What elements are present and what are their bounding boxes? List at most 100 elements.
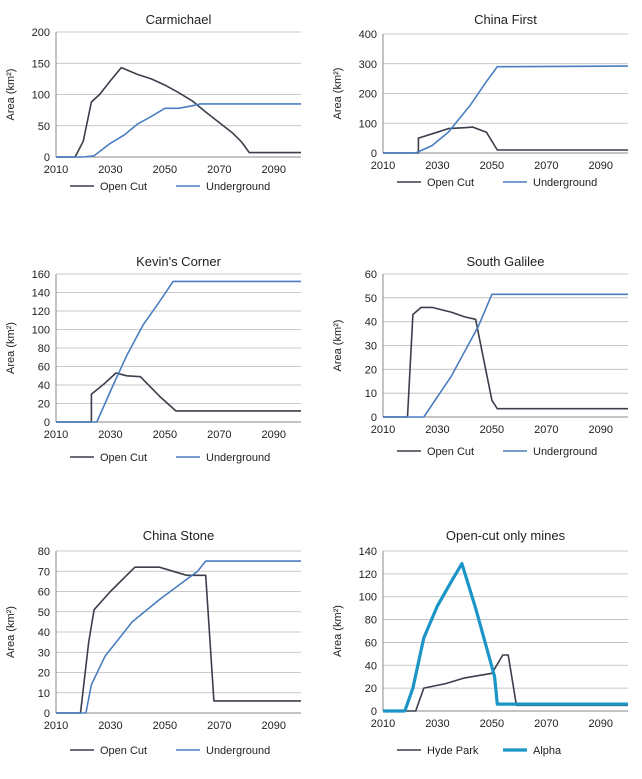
- y-tick-label: 150: [32, 58, 50, 70]
- legend-label-alpha: Alpha: [533, 745, 562, 757]
- x-tick-label: 2050: [480, 160, 504, 172]
- legend-label-underground: Underground: [206, 745, 270, 757]
- y-tick-label: 200: [359, 89, 377, 101]
- y-axis-label: Area (km²): [5, 322, 17, 374]
- x-tick-label: 2030: [98, 164, 122, 176]
- chart-title: China Stone: [143, 528, 215, 543]
- x-tick-label: 2090: [589, 160, 613, 172]
- y-tick-label: 20: [38, 668, 50, 680]
- y-tick-label: 30: [38, 647, 50, 659]
- x-tick-label: 2010: [371, 424, 395, 436]
- x-tick-label: 2070: [534, 718, 558, 730]
- y-tick-label: 10: [38, 688, 50, 700]
- legend-label-underground: Underground: [206, 181, 270, 193]
- legend-label-underground: Underground: [533, 446, 597, 458]
- x-tick-label: 2090: [589, 718, 613, 730]
- y-tick-label: 20: [365, 683, 377, 695]
- chart-china-first: China First 0 100 200 300 400 2010 2030 2050 2070…: [332, 12, 629, 189]
- chart-title: China First: [474, 12, 537, 27]
- legend-label-open-cut: Open Cut: [100, 745, 147, 757]
- y-tick-label: 80: [38, 343, 50, 355]
- y-tick-label: 0: [44, 417, 50, 429]
- y-tick-label: 20: [365, 364, 377, 376]
- y-tick-label: 120: [32, 306, 50, 318]
- x-tick-label: 2090: [262, 164, 286, 176]
- series-line-open-cut: [56, 566, 301, 714]
- y-tick-label: 0: [44, 708, 50, 720]
- y-tick-label: 30: [365, 341, 377, 353]
- y-tick-label: 0: [371, 706, 377, 718]
- chart-kevin-s-corner: Kevin's Corner 0 20 40 60 80 100 120 140 160 2010 2…: [5, 254, 301, 464]
- x-tick-label: 2010: [44, 164, 68, 176]
- y-tick-label: 100: [32, 325, 50, 337]
- series-line-underground: [56, 560, 301, 714]
- x-tick-label: 2070: [534, 160, 558, 172]
- x-tick-label: 2050: [153, 429, 177, 441]
- y-tick-label: 60: [365, 269, 377, 281]
- y-tick-label: 300: [359, 59, 377, 71]
- x-tick-label: 2010: [44, 429, 68, 441]
- series-line-underground: [56, 103, 301, 158]
- y-tick-label: 40: [365, 317, 377, 329]
- legend-label-open-cut: Open Cut: [427, 446, 474, 458]
- series-line-underground: [56, 280, 301, 423]
- y-tick-label: 60: [365, 637, 377, 649]
- x-tick-label: 2070: [207, 429, 231, 441]
- legend-label-open-cut: Open Cut: [100, 452, 147, 464]
- legend-label-open-cut: Open Cut: [427, 177, 474, 189]
- x-tick-label: 2050: [153, 164, 177, 176]
- x-tick-label: 2030: [425, 718, 449, 730]
- chart-carmichael: Carmichael 0 50 100 150 200 2010 2030 2050 2070 20…: [5, 12, 301, 193]
- y-tick-label: 50: [38, 121, 50, 133]
- x-tick-label: 2090: [262, 429, 286, 441]
- y-tick-label: 200: [32, 27, 50, 39]
- x-tick-label: 2010: [371, 718, 395, 730]
- series-line-hyde-park: [383, 654, 628, 712]
- y-tick-label: 400: [359, 29, 377, 41]
- y-tick-label: 0: [44, 152, 50, 164]
- x-tick-label: 2030: [98, 429, 122, 441]
- y-tick-label: 70: [38, 566, 50, 578]
- legend-label-open-cut: Open Cut: [100, 181, 147, 193]
- y-tick-label: 100: [359, 118, 377, 130]
- y-tick-label: 60: [38, 362, 50, 374]
- y-tick-label: 160: [32, 269, 50, 281]
- x-tick-label: 2030: [425, 160, 449, 172]
- x-tick-label: 2070: [207, 720, 231, 732]
- series-line-underground: [383, 293, 628, 418]
- x-tick-label: 2010: [44, 720, 68, 732]
- series-line-open-cut: [56, 372, 301, 423]
- y-tick-label: 20: [38, 399, 50, 411]
- x-tick-label: 2050: [153, 720, 177, 732]
- y-tick-label: 140: [32, 288, 50, 300]
- x-tick-label: 2030: [98, 720, 122, 732]
- x-tick-label: 2030: [425, 424, 449, 436]
- x-tick-label: 2070: [207, 164, 231, 176]
- chart-title: Kevin's Corner: [136, 254, 222, 269]
- legend-label-underground: Underground: [206, 452, 270, 464]
- series-line-open-cut: [56, 66, 301, 158]
- y-tick-label: 40: [38, 627, 50, 639]
- y-tick-label: 120: [359, 569, 377, 581]
- series-line-open-cut: [383, 306, 628, 418]
- y-axis-label: Area (km²): [332, 605, 344, 657]
- series-line-alpha: [383, 562, 628, 713]
- y-tick-label: 100: [359, 592, 377, 604]
- y-axis-label: Area (km²): [332, 320, 344, 372]
- series-line-underground: [383, 65, 629, 154]
- y-tick-label: 80: [38, 546, 50, 558]
- y-tick-label: 0: [371, 412, 377, 424]
- legend-label-underground: Underground: [533, 177, 597, 189]
- y-tick-label: 50: [38, 607, 50, 619]
- legend-label-hyde-park: Hyde Park: [427, 745, 479, 757]
- y-tick-label: 10: [365, 388, 377, 400]
- y-tick-label: 80: [365, 615, 377, 627]
- y-tick-label: 100: [32, 90, 50, 102]
- y-axis-label: Area (km²): [332, 68, 344, 120]
- y-tick-label: 0: [371, 148, 377, 160]
- y-tick-label: 140: [359, 546, 377, 558]
- y-tick-label: 50: [365, 293, 377, 305]
